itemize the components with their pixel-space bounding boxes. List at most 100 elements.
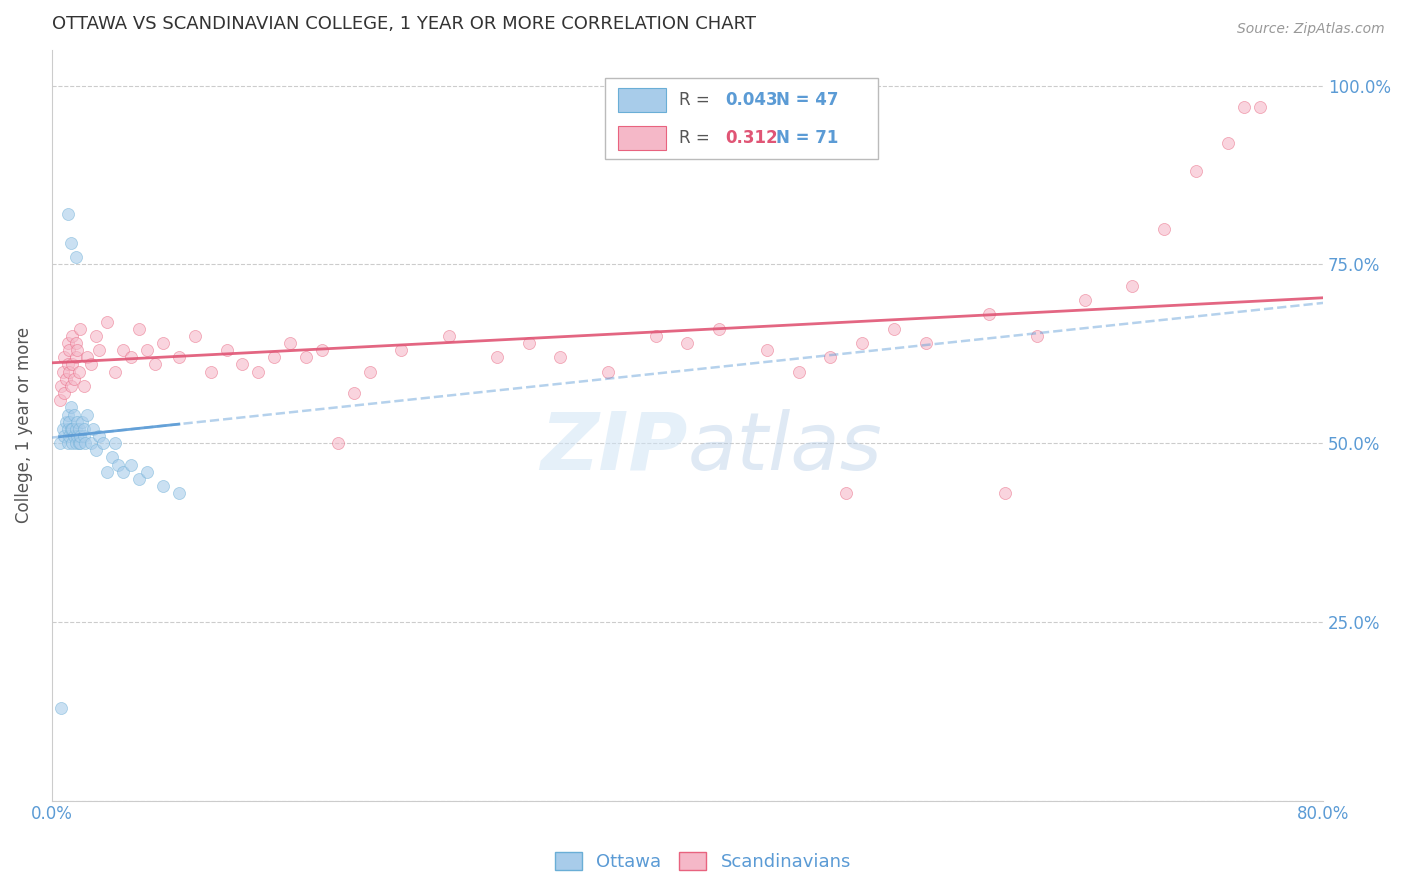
Text: 0.043: 0.043 bbox=[725, 91, 778, 109]
Point bbox=[979, 307, 1001, 321]
Point bbox=[112, 343, 135, 358]
Point bbox=[62, 422, 84, 436]
Text: R =: R = bbox=[679, 91, 709, 109]
Point bbox=[136, 343, 159, 358]
Point bbox=[58, 343, 80, 358]
Point bbox=[84, 443, 107, 458]
Point bbox=[107, 458, 129, 472]
Point bbox=[65, 336, 87, 351]
Point bbox=[67, 365, 90, 379]
Text: Source: ZipAtlas.com: Source: ZipAtlas.com bbox=[1237, 22, 1385, 37]
Point bbox=[48, 393, 70, 408]
Point bbox=[184, 329, 207, 343]
Point bbox=[56, 358, 79, 372]
Point bbox=[59, 235, 82, 250]
Point bbox=[1074, 293, 1097, 307]
Point bbox=[101, 450, 124, 465]
Point bbox=[56, 336, 79, 351]
Point bbox=[69, 321, 91, 335]
Point bbox=[63, 429, 86, 443]
Point bbox=[1153, 221, 1175, 235]
Point bbox=[437, 329, 460, 343]
Point bbox=[311, 343, 333, 358]
Point bbox=[59, 422, 82, 436]
Text: N = 71: N = 71 bbox=[776, 129, 839, 147]
Text: 0.312: 0.312 bbox=[725, 129, 778, 147]
Point bbox=[76, 408, 98, 422]
Point bbox=[56, 422, 79, 436]
Point bbox=[80, 436, 103, 450]
Point bbox=[167, 486, 190, 500]
Point bbox=[883, 321, 905, 335]
Point bbox=[51, 379, 73, 393]
Point bbox=[62, 329, 84, 343]
Point bbox=[65, 436, 87, 450]
Point bbox=[550, 351, 572, 365]
Point bbox=[914, 336, 936, 351]
Point bbox=[84, 329, 107, 343]
Point bbox=[835, 486, 858, 500]
Point bbox=[72, 379, 94, 393]
Point bbox=[359, 365, 381, 379]
Point bbox=[62, 358, 84, 372]
Point bbox=[58, 415, 80, 429]
Point bbox=[66, 429, 89, 443]
Point bbox=[58, 429, 80, 443]
Point bbox=[343, 386, 366, 401]
Point bbox=[215, 343, 238, 358]
Point bbox=[69, 436, 91, 450]
Text: N = 47: N = 47 bbox=[776, 91, 839, 109]
Point bbox=[295, 351, 318, 365]
Point bbox=[89, 343, 111, 358]
Point bbox=[644, 329, 666, 343]
Point bbox=[82, 422, 104, 436]
Point bbox=[787, 365, 810, 379]
Point bbox=[389, 343, 412, 358]
FancyBboxPatch shape bbox=[617, 88, 666, 112]
Point bbox=[167, 351, 190, 365]
Point bbox=[994, 486, 1017, 500]
Point bbox=[66, 343, 89, 358]
Point bbox=[709, 321, 731, 335]
Point bbox=[112, 465, 135, 479]
Point bbox=[69, 429, 91, 443]
Point bbox=[56, 207, 79, 221]
Point bbox=[247, 365, 270, 379]
Legend: Ottawa, Scandinavians: Ottawa, Scandinavians bbox=[547, 845, 859, 879]
Point bbox=[755, 343, 778, 358]
Point bbox=[143, 358, 166, 372]
Point bbox=[53, 351, 76, 365]
Point bbox=[1233, 100, 1256, 114]
Point bbox=[1216, 136, 1239, 150]
Point bbox=[91, 436, 114, 450]
Point bbox=[152, 479, 174, 493]
Point bbox=[326, 436, 349, 450]
Point bbox=[67, 422, 90, 436]
Point bbox=[96, 314, 118, 328]
Point bbox=[152, 336, 174, 351]
Point bbox=[485, 351, 508, 365]
Point bbox=[120, 351, 142, 365]
Point bbox=[851, 336, 873, 351]
Point bbox=[67, 436, 90, 450]
Point bbox=[56, 436, 79, 450]
Point bbox=[517, 336, 540, 351]
Point bbox=[820, 351, 842, 365]
Y-axis label: College, 1 year or more: College, 1 year or more bbox=[15, 327, 32, 524]
FancyBboxPatch shape bbox=[605, 78, 879, 159]
Point bbox=[63, 372, 86, 386]
Text: R =: R = bbox=[679, 129, 709, 147]
Point bbox=[48, 436, 70, 450]
Point bbox=[58, 365, 80, 379]
Point bbox=[70, 415, 93, 429]
Text: ZIP: ZIP bbox=[540, 409, 688, 487]
FancyBboxPatch shape bbox=[617, 127, 666, 151]
Point bbox=[72, 422, 94, 436]
Point bbox=[65, 250, 87, 264]
Point bbox=[596, 365, 619, 379]
Point bbox=[96, 465, 118, 479]
Point bbox=[72, 429, 94, 443]
Point bbox=[1026, 329, 1049, 343]
Point bbox=[128, 321, 150, 335]
Point bbox=[59, 401, 82, 415]
